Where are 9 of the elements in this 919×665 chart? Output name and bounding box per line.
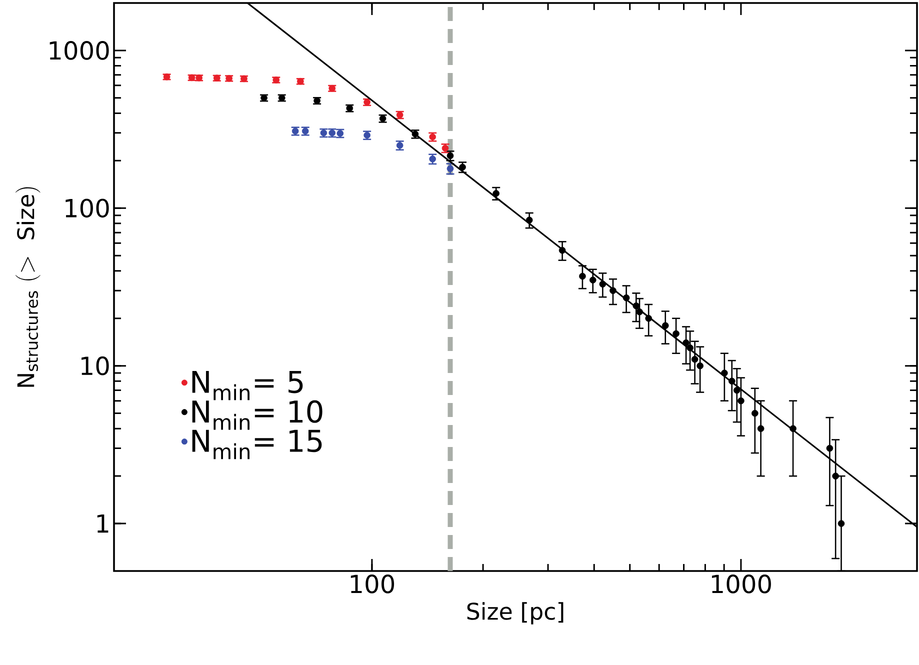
y-tick-label: 1 [97,514,108,533]
legend-label: N$_{min}$= 5 [192,370,303,400]
x-axis-title: Size [pc] [467,602,564,624]
y-tick-label: 100 [66,198,109,218]
legend-label: N$_{min}$= 15 [192,430,322,460]
y-axis-title: $\mathrm{N_{structures}}\ (>\ \mathrm{Size})$ [16,187,40,387]
legend-label: N$_{min}$= 10 [192,400,322,430]
y-tick-label: 10 [82,356,109,376]
y-tick-label: 1000 [50,41,109,60]
